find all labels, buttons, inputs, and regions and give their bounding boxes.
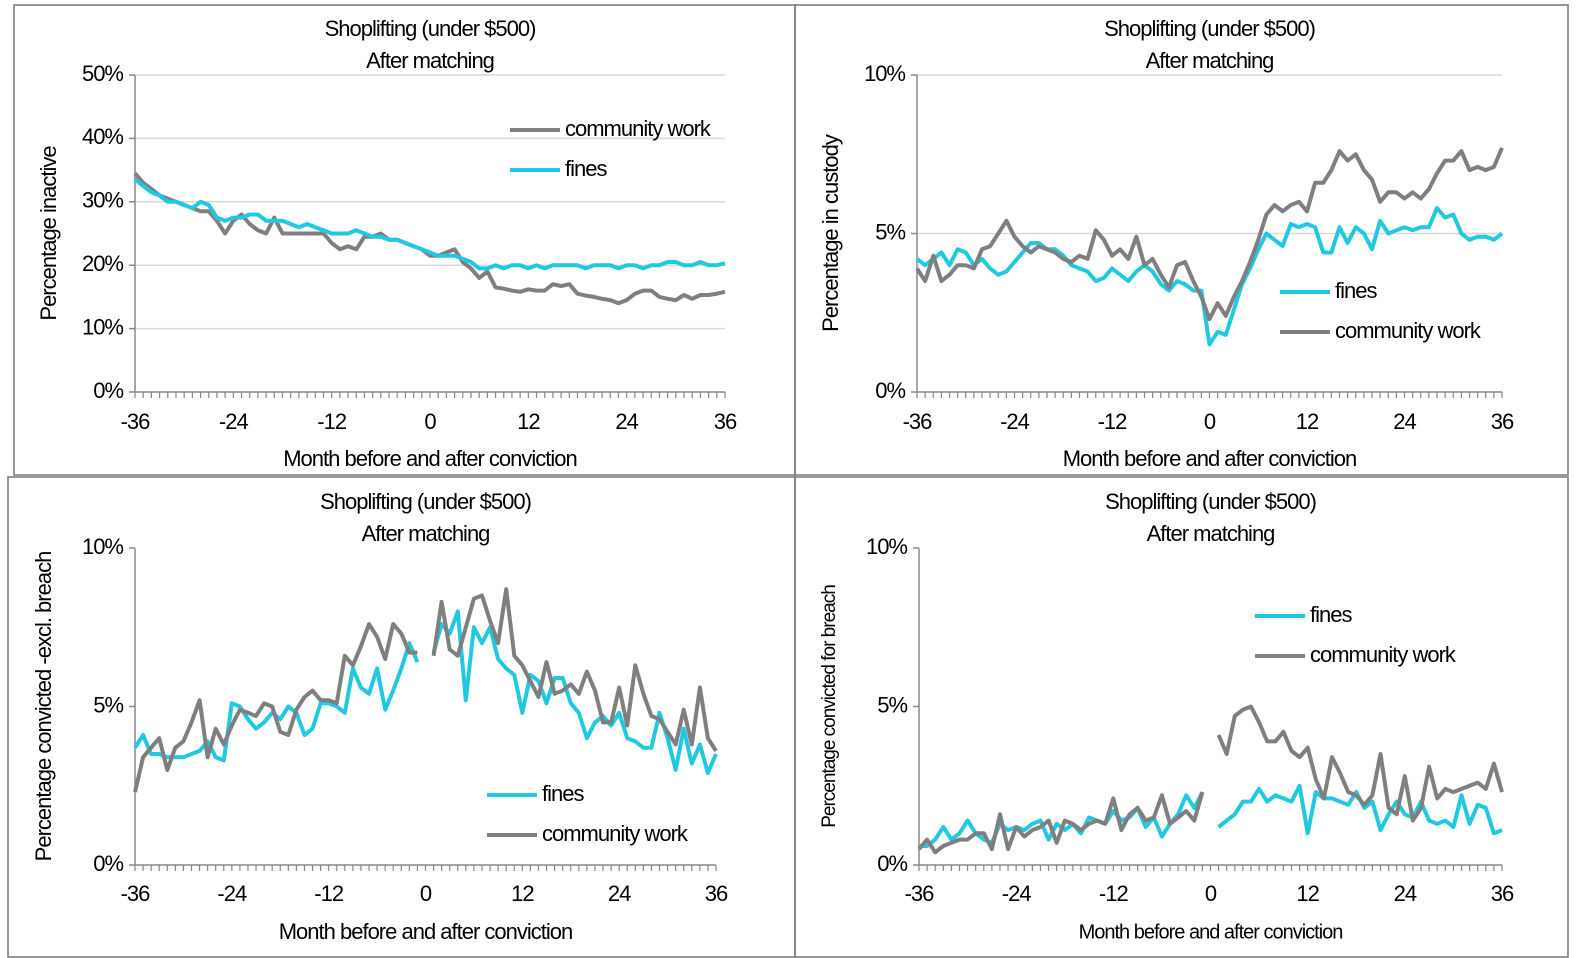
legend-label: community work — [542, 821, 689, 846]
x-tick-label: 0 — [1204, 409, 1216, 434]
y-axis-label: Percentage in custody — [818, 134, 843, 332]
chart-subtitle: After matching — [366, 48, 494, 73]
x-axis-label: Month before and after conviction — [1063, 446, 1357, 471]
x-tick-label: 0 — [420, 881, 432, 906]
data-line — [133, 587, 718, 793]
x-tick-label: 0 — [424, 409, 436, 434]
y-tick-label: 5% — [877, 692, 907, 717]
data-line — [917, 704, 1504, 855]
chart-title: Shoplifting (under $500) — [320, 489, 531, 514]
y-tick-label: 0% — [93, 851, 123, 876]
legend-label: fines — [1310, 602, 1352, 627]
x-axis-label: Month before and after conviction — [283, 446, 577, 471]
x-tick-label: -12 — [314, 881, 344, 906]
x-tick-label: -24 — [1002, 881, 1032, 906]
data-line — [133, 171, 726, 306]
x-tick-label: -36 — [903, 409, 933, 434]
y-axis-label: Percentage convicted for breach — [819, 585, 840, 828]
legend-label: fines — [565, 156, 607, 181]
x-tick-label: 12 — [517, 409, 540, 434]
x-tick-label: -24 — [1000, 409, 1030, 434]
x-tick-label: 36 — [705, 881, 728, 906]
chart-subtitle: After matching — [1146, 48, 1274, 73]
data-line — [915, 206, 1504, 347]
y-tick-label: 10% — [82, 314, 123, 339]
x-tick-label: 36 — [1491, 881, 1514, 906]
y-tick-label: 40% — [82, 124, 123, 149]
x-tick-label: 24 — [608, 881, 631, 906]
legend-label: community work — [1335, 318, 1482, 343]
legend-label: community work — [565, 116, 712, 141]
y-axis-label: Percentage inactive — [36, 146, 61, 321]
x-tick-label: -36 — [121, 409, 151, 434]
y-tick-label: 10% — [864, 61, 905, 86]
y-tick-label: 5% — [875, 219, 905, 244]
x-axis-label: Month before and after conviction — [1079, 921, 1343, 943]
chart-title: Shoplifting (under $500) — [1105, 489, 1316, 514]
x-tick-label: 24 — [615, 409, 638, 434]
chart-panel: Shoplifting (under $500) After matching Mo… — [819, 489, 1515, 943]
x-tick-label: 12 — [1296, 881, 1319, 906]
y-tick-label: 10% — [866, 534, 907, 559]
x-tick-label: 12 — [1296, 409, 1319, 434]
chart-subtitle: After matching — [1147, 521, 1275, 546]
y-axis-label: Percentage convicted -excl. breach — [31, 552, 56, 862]
x-tick-label: 36 — [1491, 409, 1514, 434]
y-tick-label: 0% — [93, 378, 123, 403]
x-tick-label: -24 — [219, 409, 249, 434]
legend-label: fines — [1335, 278, 1377, 303]
y-tick-label: 30% — [82, 188, 123, 213]
x-tick-label: -12 — [1098, 409, 1128, 434]
x-tick-label: 0 — [1205, 881, 1217, 906]
chart-panel: Shoplifting (under $500) After matching Mo… — [36, 16, 738, 471]
y-tick-label: 50% — [82, 61, 123, 86]
x-tick-label: 24 — [1393, 409, 1416, 434]
x-tick-label: 24 — [1394, 881, 1417, 906]
data-line — [133, 178, 726, 271]
x-tick-label: -24 — [217, 881, 247, 906]
data-line — [133, 609, 718, 776]
chart-panel: Shoplifting (under $500) After matching Mo… — [31, 489, 729, 944]
x-tick-label: 36 — [714, 409, 737, 434]
y-tick-label: 0% — [875, 378, 905, 403]
chart-panel: Shoplifting (under $500) After matching Mo… — [818, 16, 1515, 471]
chart-title: Shoplifting (under $500) — [325, 16, 536, 41]
x-tick-label: -36 — [121, 881, 151, 906]
y-tick-label: 5% — [93, 692, 123, 717]
panel-borders — [7, 4, 1569, 958]
y-tick-label: 0% — [877, 851, 907, 876]
x-tick-label: -12 — [1099, 881, 1129, 906]
legend-label: fines — [542, 781, 584, 806]
chart-subtitle: After matching — [362, 521, 490, 546]
x-tick-label: 12 — [511, 881, 534, 906]
x-tick-label: -36 — [905, 881, 935, 906]
y-tick-label: 20% — [82, 251, 123, 276]
x-axis-label: Month before and after conviction — [279, 919, 573, 944]
y-tick-label: 10% — [82, 534, 123, 559]
legend-label: community work — [1310, 642, 1457, 667]
chart-title: Shoplifting (under $500) — [1104, 16, 1315, 41]
x-tick-label: -12 — [317, 409, 347, 434]
data-line — [915, 147, 1504, 322]
